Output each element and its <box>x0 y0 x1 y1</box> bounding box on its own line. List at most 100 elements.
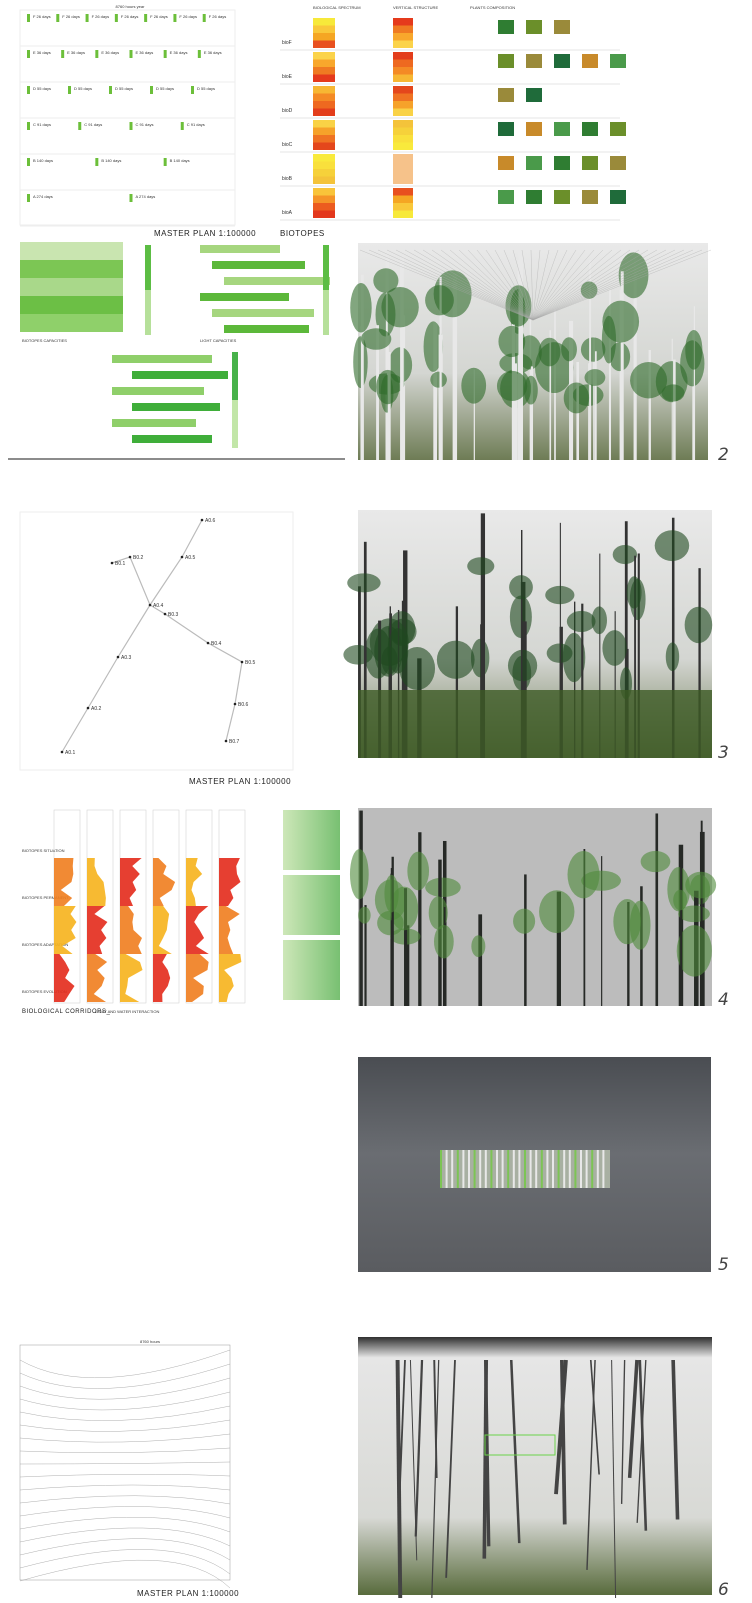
contour <box>19 1517 231 1533</box>
foliage <box>602 630 627 666</box>
node <box>116 655 120 659</box>
foliage <box>425 285 454 316</box>
view-number: 2 <box>718 445 729 465</box>
cell-label: B 140 days <box>33 158 53 163</box>
foliage <box>461 367 487 404</box>
plant-photo <box>498 122 514 136</box>
trunk <box>390 868 392 1006</box>
vertical-block <box>393 176 413 184</box>
pavilion-slat <box>462 1150 465 1188</box>
vertical-block <box>393 161 413 169</box>
pavilion-slat <box>512 1150 515 1188</box>
pavilion-slat <box>445 1150 448 1188</box>
ceiling-line <box>532 249 703 321</box>
trunk <box>385 252 388 460</box>
trunk <box>400 256 404 460</box>
foliage <box>613 898 641 945</box>
vertical-block <box>393 33 413 41</box>
vertical-block <box>393 40 413 48</box>
contour <box>19 1349 231 1378</box>
trunk <box>648 349 651 460</box>
cell-label: F 26 days <box>209 14 227 19</box>
node-label: A0.6 <box>205 518 216 524</box>
pavilion-slat <box>473 1150 476 1188</box>
cell-label: F 26 days <box>121 14 139 19</box>
vertical-block <box>393 169 413 177</box>
flow-shape <box>120 906 142 954</box>
foliage <box>376 369 400 405</box>
plant-photo <box>526 20 542 34</box>
cell-label: F 26 days <box>62 14 80 19</box>
row-label: bioD <box>282 108 293 114</box>
pavilion-slat <box>546 1150 549 1188</box>
ceiling-line <box>521 249 534 321</box>
row-label: bioE <box>282 74 293 80</box>
trunk <box>634 555 636 758</box>
foliage <box>563 382 590 414</box>
vertical-block <box>393 52 413 60</box>
capacity-bar <box>20 296 123 314</box>
foliage <box>471 935 486 958</box>
foliage <box>591 606 607 635</box>
foliage <box>676 925 712 977</box>
trunk <box>512 363 517 460</box>
trunk <box>673 359 676 460</box>
spectrum-block <box>313 67 335 75</box>
trunk <box>593 336 595 460</box>
plant-photo <box>610 54 626 68</box>
foliage <box>539 890 575 934</box>
ceiling-line <box>503 249 534 321</box>
spectrum-block <box>313 40 335 48</box>
trunk <box>594 351 597 460</box>
node <box>60 750 64 754</box>
contour <box>19 1474 231 1478</box>
light-bar <box>212 261 305 269</box>
cell-label: C 91 days <box>84 122 102 127</box>
plant-photo <box>526 122 542 136</box>
ceiling-line <box>532 249 631 321</box>
grid-title: 8760 hours year <box>116 4 146 9</box>
ceiling-line <box>395 249 534 321</box>
pavilion-slat <box>490 1150 493 1188</box>
pavilion-slat <box>585 1150 588 1188</box>
view-number: 4 <box>718 990 729 1010</box>
vertical-block <box>393 203 413 211</box>
foliage <box>524 375 538 405</box>
cell-marker <box>27 50 30 58</box>
contour <box>19 1538 231 1561</box>
scale-swatch <box>145 320 151 335</box>
pavilion-slat <box>596 1150 599 1188</box>
spectrum-block <box>313 176 335 184</box>
green-panel <box>283 875 340 935</box>
pavilion-slat <box>524 1150 526 1188</box>
cell-label: D 55 days <box>156 86 174 91</box>
cell-marker <box>56 14 60 22</box>
node <box>86 706 90 710</box>
scale-swatch <box>232 352 238 368</box>
ceiling-line <box>485 249 534 321</box>
foliage <box>630 361 668 399</box>
light-bar <box>112 387 204 395</box>
vertical-block <box>393 101 413 109</box>
pavilion <box>484 1434 556 1456</box>
flow-shape <box>87 954 108 1002</box>
scale-swatch <box>323 290 329 305</box>
column <box>671 1359 680 1520</box>
cell-label: C 91 days <box>187 122 205 127</box>
contour <box>19 1377 231 1400</box>
ceiling-line <box>530 249 534 321</box>
spectrum-block <box>313 108 335 116</box>
light-bar <box>132 403 220 411</box>
row-label: BIOTOPES EVOLUTION <box>22 989 67 994</box>
cell-marker <box>27 122 30 130</box>
cell-label: D 55 days <box>197 86 215 91</box>
node <box>148 603 152 607</box>
foliage <box>381 286 419 328</box>
ceiling-line <box>532 249 568 321</box>
contour <box>19 1506 231 1519</box>
foliage <box>507 649 538 682</box>
foliage <box>673 889 688 911</box>
spectrum-block <box>313 18 335 26</box>
trunk <box>624 521 628 758</box>
